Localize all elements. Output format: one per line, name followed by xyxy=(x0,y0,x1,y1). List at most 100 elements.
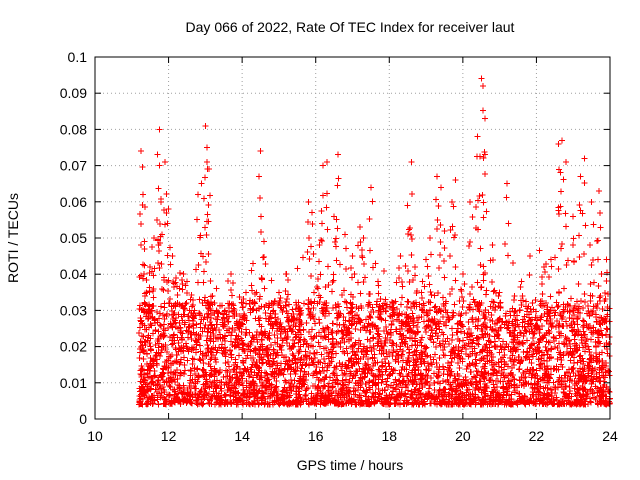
bulk-point xyxy=(381,343,388,350)
bulk-point xyxy=(222,307,229,314)
bulk-point xyxy=(596,378,603,385)
bulk-point xyxy=(139,348,146,355)
bulk-point xyxy=(532,314,539,321)
bulk-point xyxy=(476,336,483,343)
bulk-point xyxy=(370,372,377,379)
roti-point xyxy=(474,133,481,140)
bulk-point xyxy=(433,360,440,367)
roti-point xyxy=(154,151,161,158)
bulk-point xyxy=(431,304,438,311)
bulk-point xyxy=(456,382,463,389)
bulk-point xyxy=(593,304,600,311)
roti-point xyxy=(228,271,235,278)
bulk-point xyxy=(568,315,575,322)
bulk-point xyxy=(255,401,262,408)
bulk-point xyxy=(213,359,219,365)
roti-point xyxy=(451,301,458,308)
y-tick-label: 0.1 xyxy=(68,49,88,65)
roti-point xyxy=(460,298,467,304)
bulk-point xyxy=(352,351,359,358)
bulk-point xyxy=(199,328,206,335)
roti-point xyxy=(161,159,168,165)
bulk-point xyxy=(219,341,226,348)
bulk-point xyxy=(561,372,568,379)
bulk-point xyxy=(314,392,321,399)
bulk-point xyxy=(445,314,451,321)
bulk-point xyxy=(553,299,560,306)
bulk-point xyxy=(215,344,222,351)
roti-point xyxy=(202,174,209,181)
bulk-point xyxy=(158,303,165,310)
bulk-point xyxy=(511,376,518,383)
bulk-point xyxy=(490,389,496,395)
bulk-point xyxy=(319,364,326,371)
roti-point xyxy=(179,276,185,283)
roti-point xyxy=(560,176,567,183)
bulk-point xyxy=(296,304,303,311)
bulk-point xyxy=(171,379,178,386)
bulk-point xyxy=(366,329,373,335)
roti-point xyxy=(260,254,267,261)
bulk-point xyxy=(393,348,400,355)
roti-point xyxy=(342,265,349,272)
bulk-point xyxy=(305,344,312,351)
roti-point xyxy=(475,197,482,204)
roti-point xyxy=(360,235,367,241)
bulk-point xyxy=(590,303,597,310)
bulk-point xyxy=(347,358,354,365)
bulk-point xyxy=(575,378,582,385)
roti-point xyxy=(597,224,604,231)
bulk-point xyxy=(586,356,593,363)
bulk-point xyxy=(164,288,171,295)
bulk-point xyxy=(222,353,229,360)
bulk-point xyxy=(271,332,278,339)
roti-point xyxy=(202,122,209,129)
bulk-point xyxy=(369,304,376,311)
bulk-point xyxy=(177,401,184,408)
bulk-point xyxy=(369,371,376,378)
roti-point xyxy=(367,290,374,297)
bulk-point xyxy=(229,308,236,315)
bulk-point xyxy=(315,339,322,346)
bulk-point xyxy=(166,392,173,399)
roti-point xyxy=(478,75,485,82)
bulk-point xyxy=(277,344,284,350)
roti-point xyxy=(476,193,483,200)
bulk-point xyxy=(399,310,406,317)
bulk-point xyxy=(477,262,484,269)
bulk-point xyxy=(305,306,312,313)
bulk-point xyxy=(501,351,508,358)
roti-point xyxy=(166,244,173,251)
bulk-point xyxy=(530,353,537,360)
bulk-point xyxy=(407,304,414,311)
bulk-point xyxy=(543,317,550,324)
roti-point xyxy=(480,199,487,206)
bulk-point xyxy=(276,343,283,350)
roti-point xyxy=(398,301,405,308)
bulk-point xyxy=(489,305,496,312)
bulk-point xyxy=(366,312,373,319)
bulk-point xyxy=(234,390,241,397)
bulk-point xyxy=(252,315,259,322)
roti-point xyxy=(323,159,330,165)
bulk-point xyxy=(588,336,594,343)
bulk-point xyxy=(296,346,302,353)
roti-point xyxy=(575,280,582,287)
bulk-point xyxy=(492,338,498,345)
bulk-point xyxy=(228,338,235,345)
bulk-point xyxy=(205,400,212,407)
roti-point xyxy=(487,257,494,264)
bulk-point xyxy=(326,355,333,362)
bulk-point xyxy=(244,394,250,401)
bulk-point xyxy=(581,290,588,297)
roti-point xyxy=(408,159,415,165)
bulk-point xyxy=(413,323,420,330)
bulk-point xyxy=(500,383,507,390)
x-axis-label: GPS time / hours xyxy=(297,457,404,473)
bulk-point xyxy=(490,365,497,372)
bulk-point xyxy=(343,345,350,352)
bulk-point xyxy=(222,332,229,339)
bulk-point xyxy=(338,335,345,342)
roti-point xyxy=(596,210,603,216)
bulk-point xyxy=(196,310,203,316)
